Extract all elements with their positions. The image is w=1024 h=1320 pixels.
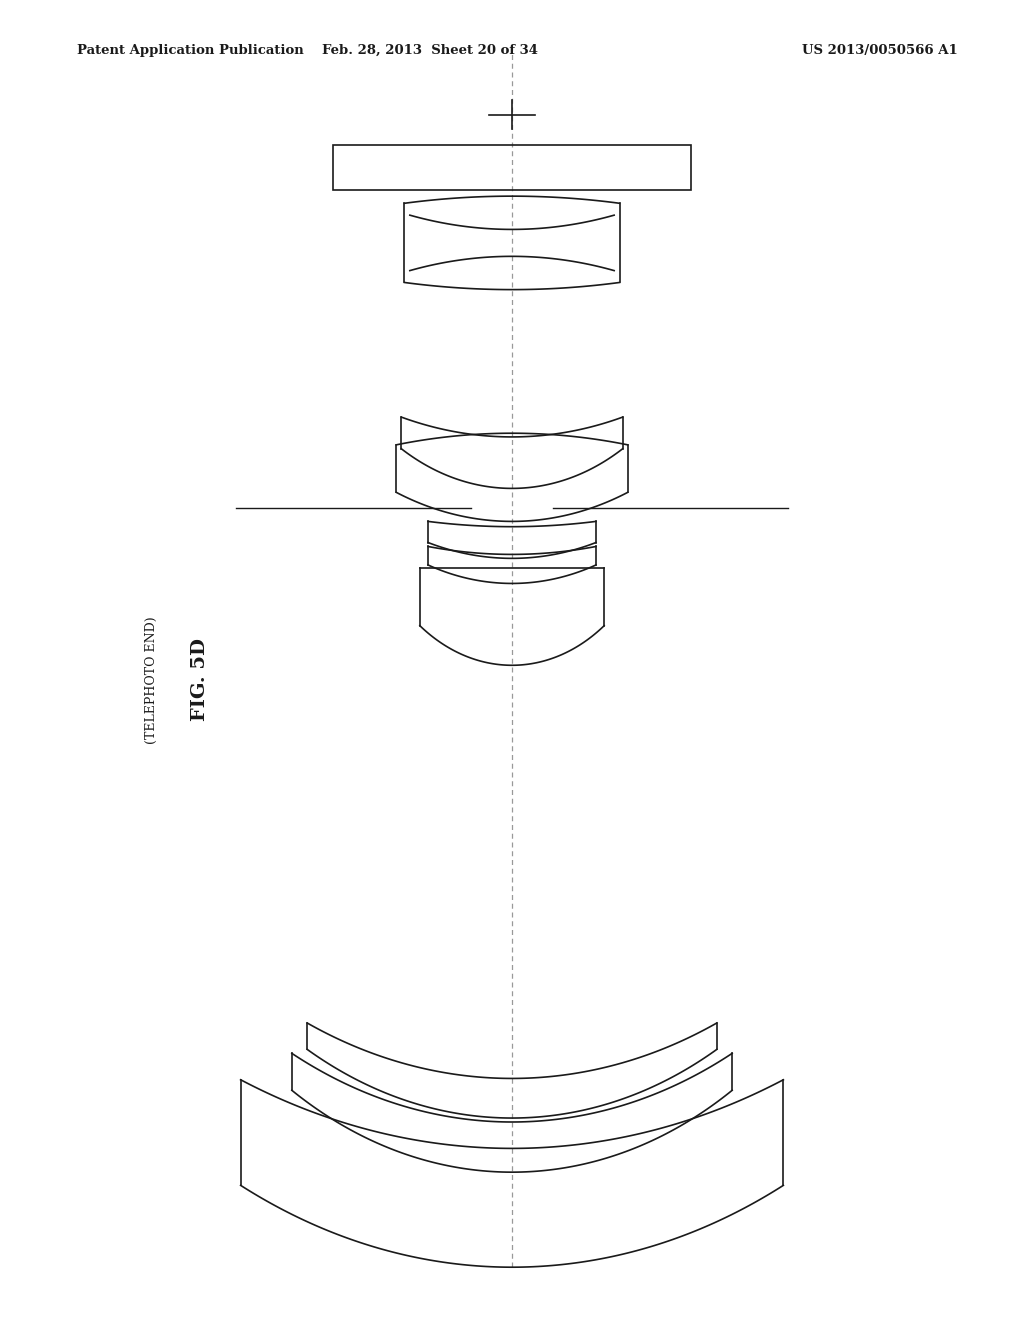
Text: FIG. 5D: FIG. 5D [190, 639, 209, 721]
Text: Feb. 28, 2013  Sheet 20 of 34: Feb. 28, 2013 Sheet 20 of 34 [323, 44, 538, 57]
Text: Patent Application Publication: Patent Application Publication [77, 44, 303, 57]
Text: (TELEPHOTO END): (TELEPHOTO END) [145, 616, 158, 743]
Bar [333, 145, 691, 190]
Text: US 2013/0050566 A1: US 2013/0050566 A1 [802, 44, 957, 57]
